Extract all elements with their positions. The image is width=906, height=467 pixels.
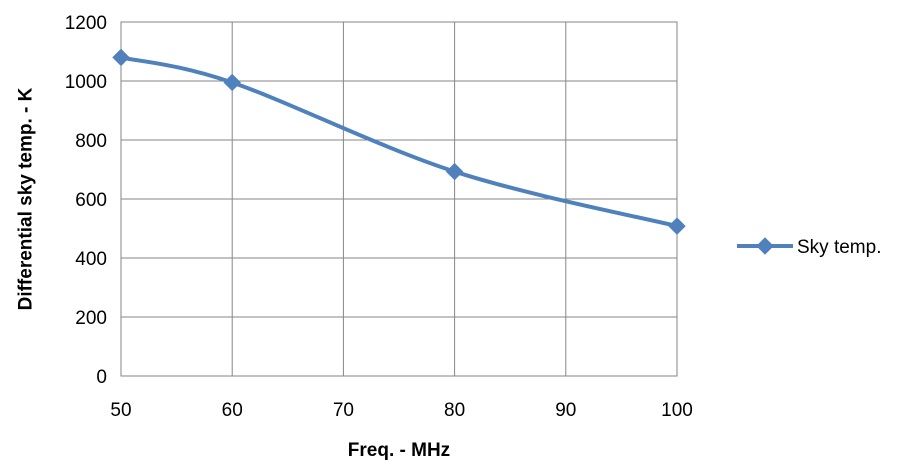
legend: Sky temp. <box>737 237 881 258</box>
data-point-marker <box>668 217 686 235</box>
x-tick-label: 90 <box>555 400 576 421</box>
x-tick-label: 80 <box>444 400 465 421</box>
legend-marker-swatch <box>756 237 774 255</box>
plot-area-border <box>120 21 678 377</box>
x-axis-tick-labels: 50 60 70 80 90 100 <box>110 400 692 421</box>
y-tick-label: 600 <box>75 190 107 211</box>
x-tick-label: 70 <box>333 400 354 421</box>
data-point-marker <box>445 162 464 181</box>
x-tick-label: 50 <box>110 400 131 421</box>
series-line <box>119 55 679 229</box>
x-tick-label: 100 <box>661 400 693 421</box>
legend-label: Sky temp. <box>797 237 881 258</box>
data-point-marker <box>223 73 241 92</box>
x-axis-title: Freq. - MHz <box>348 440 450 461</box>
y-tick-label: 400 <box>75 249 107 270</box>
y-tick-label: 0 <box>96 367 107 388</box>
y-axis-title: Differential sky temp. - K <box>16 87 37 310</box>
x-tick-label: 60 <box>222 400 243 421</box>
data-point-marker <box>112 48 130 67</box>
y-tick-label: 800 <box>75 131 107 152</box>
y-tick-label: 1000 <box>65 72 107 93</box>
y-tick-label: 1200 <box>65 13 107 34</box>
y-tick-label: 200 <box>75 308 107 329</box>
y-axis-tick-labels: 0 200 400 600 800 1000 1200 <box>65 13 107 388</box>
series-layer <box>112 48 686 235</box>
